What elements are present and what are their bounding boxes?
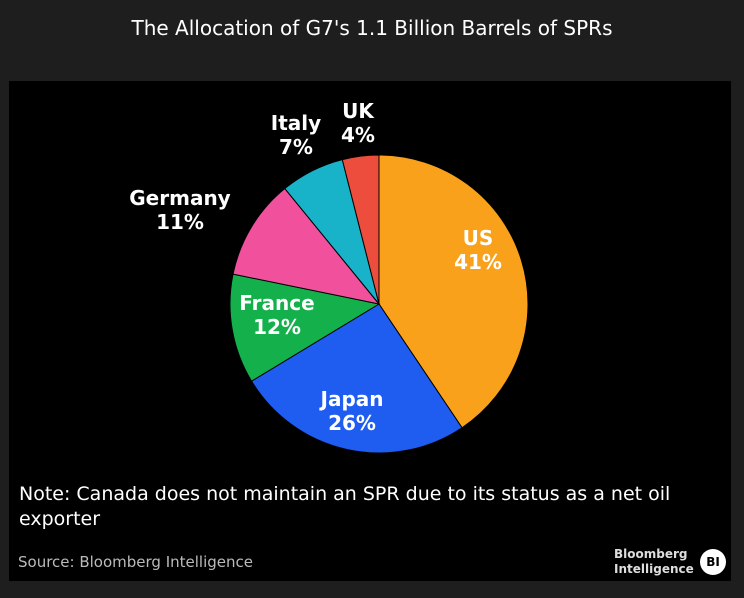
chart-title: The Allocation of G7's 1.1 Billion Barre… [131, 16, 613, 40]
bi-badge-icon: BI [700, 549, 726, 575]
slice-label-japan: Japan [319, 387, 384, 411]
slice-label-us: US [463, 226, 494, 250]
chart-source: Source: Bloomberg Intelligence [18, 553, 253, 571]
pie-slice-japan [250, 303, 463, 454]
bloomberg-logo: Bloomberg Intelligence [614, 547, 694, 577]
pie-slice-us [378, 154, 529, 429]
slice-value-japan: 26% [328, 411, 376, 435]
logo-line2: Intelligence [614, 562, 694, 576]
slice-value-us: 41% [454, 250, 502, 274]
chart-note: Note: Canada does not maintain an SPR du… [19, 483, 671, 530]
pie-slice-uk [341, 154, 380, 305]
pie-slice-germany [232, 187, 381, 305]
slice-value-france: 12% [253, 315, 301, 339]
slice-value-italy: 7% [279, 135, 313, 159]
slice-label-germany: Germany [129, 186, 230, 210]
slice-label-uk: UK [342, 99, 375, 123]
slice-label-france: France [239, 291, 314, 315]
slice-value-germany: 11% [156, 210, 204, 234]
slice-value-uk: 4% [341, 123, 375, 147]
logo-line1: Bloomberg [614, 547, 688, 561]
slice-label-italy: Italy [271, 111, 321, 135]
pie-slice-france [229, 273, 381, 382]
